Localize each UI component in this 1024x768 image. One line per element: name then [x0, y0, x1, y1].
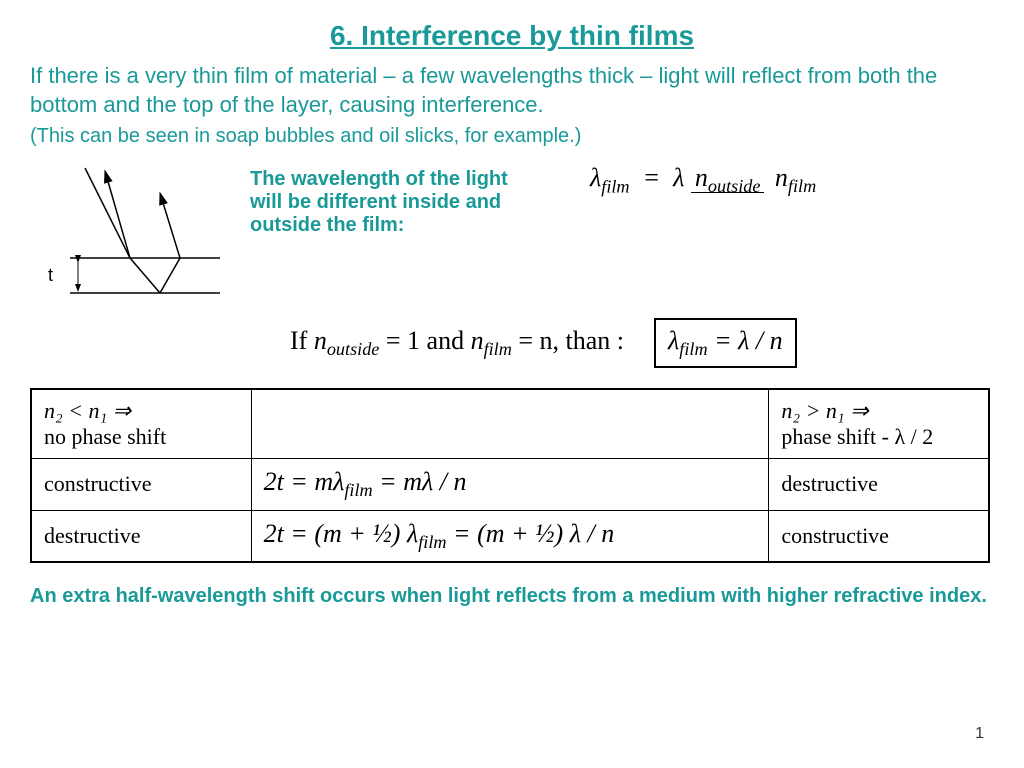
sub-note: (This can be seen in soap bubbles and oi… — [30, 125, 994, 148]
cell-n2-gt-n1: n₂ > n₁ ⇒ phase shift - λ / 2 — [769, 389, 989, 459]
if-condition-row: If noutside = 1 and nfilm = n, than : λf… — [290, 318, 994, 368]
mid-row: t The wavelength of the light will be di… — [30, 163, 994, 318]
wavelength-text: The wavelength of the light will be diff… — [250, 168, 530, 237]
page-title: 6. Interference by thin films — [30, 20, 994, 52]
cell-destructive: destructive — [769, 459, 989, 510]
footer-note: An extra half-wavelength shift occurs wh… — [30, 583, 994, 609]
if-condition: If noutside = 1 and nfilm = n, than : — [290, 326, 624, 360]
thickness-label: t — [48, 265, 53, 285]
lambda-film-formula: λfilm = λ noutside nfilm — [590, 163, 820, 197]
cell-n2-lt-n1: n₂ < n₁ ⇒ no phase shift — [31, 389, 251, 459]
cell-formula-2: 2t = (m + ½) λfilm = (m + ½) λ / n — [251, 510, 769, 562]
table-row: constructive 2t = mλfilm = mλ / n destru… — [31, 459, 989, 510]
cell-constructive-2: constructive — [769, 510, 989, 562]
cell-destructive-2: destructive — [31, 510, 251, 562]
page-number: 1 — [975, 725, 984, 743]
cell-constructive: constructive — [31, 459, 251, 510]
interference-table: n₂ < n₁ ⇒ no phase shift n₂ > n₁ ⇒ phase… — [30, 388, 990, 562]
intro-text: If there is a very thin film of material… — [30, 62, 994, 119]
lambda-simplified-box: λfilm = λ / n — [654, 318, 797, 368]
table-row: n₂ < n₁ ⇒ no phase shift n₂ > n₁ ⇒ phase… — [31, 389, 989, 459]
cell-empty — [251, 389, 769, 459]
cell-formula-1: 2t = mλfilm = mλ / n — [251, 459, 769, 510]
table-row: destructive 2t = (m + ½) λfilm = (m + ½)… — [31, 510, 989, 562]
thin-film-diagram: t — [30, 163, 230, 318]
